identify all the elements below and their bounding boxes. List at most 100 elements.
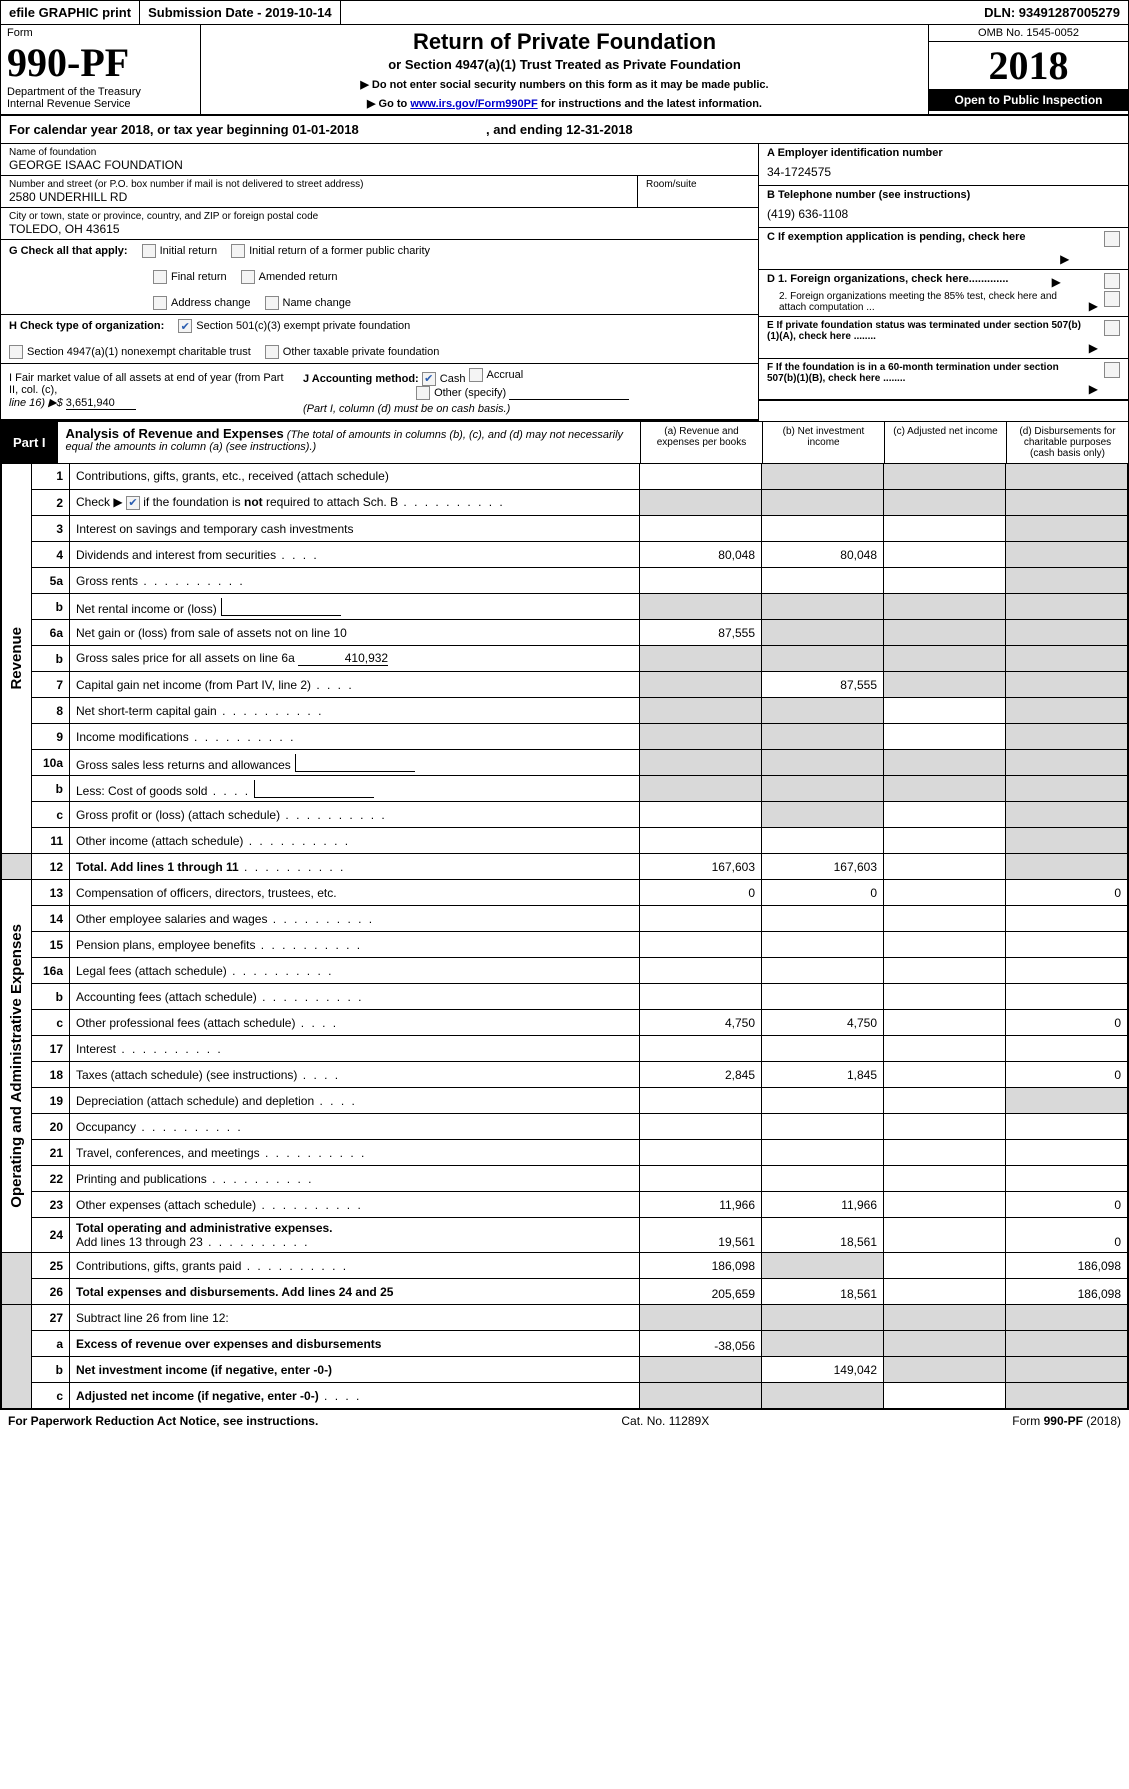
line-desc: Income modifications — [70, 724, 640, 750]
line-num: 6a — [32, 620, 70, 646]
line-num: 3 — [32, 516, 70, 542]
line-desc: Capital gain net income (from Part IV, l… — [70, 672, 640, 698]
r24-desc2: Add lines 13 through 23 — [76, 1235, 203, 1249]
initial-return-checkbox[interactable]: Initial return — [142, 244, 217, 258]
line-desc: Printing and publications — [70, 1166, 640, 1192]
ein-cell: A Employer identification number 34-1724… — [759, 144, 1128, 186]
table-row: 17 Interest — [2, 1036, 1128, 1062]
ein-value: 34-1724575 — [767, 165, 1120, 179]
f-label: F If the foundation is in a 60-month ter… — [767, 362, 1083, 384]
sch-b-checkbox[interactable]: ✔ — [126, 496, 140, 510]
accrual-label: Accrual — [487, 369, 524, 381]
cash-checkbox[interactable]: ✔Cash — [422, 372, 466, 386]
line-desc: Interest — [70, 1036, 640, 1062]
r22-desc: Printing and publications — [76, 1172, 207, 1186]
4947-trust-checkbox[interactable]: Section 4947(a)(1) nonexempt charitable … — [9, 345, 251, 359]
street-address: 2580 UNDERHILL RD — [9, 190, 629, 204]
d1-label: D 1. Foreign organizations, check here..… — [767, 273, 1008, 285]
table-row: 9 Income modifications — [2, 724, 1128, 750]
other-method-checkbox[interactable]: Other (specify) — [416, 386, 506, 400]
r27a-desc: Excess of revenue over expenses and disb… — [76, 1337, 381, 1351]
line-num: 9 — [32, 724, 70, 750]
f-checkbox[interactable] — [1104, 362, 1120, 378]
amt-b: 4,750 — [762, 1010, 884, 1036]
addr-change-label: Address change — [171, 297, 251, 309]
line-num: 16a — [32, 958, 70, 984]
form990pf-link[interactable]: www.irs.gov/Form990PF — [410, 98, 537, 110]
name-change-checkbox[interactable]: Name change — [265, 296, 352, 310]
r10a-desc: Gross sales less returns and allowances — [76, 758, 291, 772]
amt-d: 0 — [1006, 1192, 1128, 1218]
r19-desc: Depreciation (attach schedule) and deple… — [76, 1094, 314, 1108]
note2-pre: ▶ Go to — [367, 98, 410, 110]
table-row: 12 Total. Add lines 1 through 11 167,603… — [2, 854, 1128, 880]
table-row: 20 Occupancy — [2, 1114, 1128, 1140]
part1-title: Analysis of Revenue and Expenses — [66, 426, 284, 441]
room-cell: Room/suite — [638, 176, 758, 207]
line-num: a — [32, 1331, 70, 1357]
table-row: 10a Gross sales less returns and allowan… — [2, 750, 1128, 776]
form-note2: ▶ Go to www.irs.gov/Form990PF for instru… — [207, 97, 922, 110]
section-h: H Check type of organization: ✔Section 5… — [1, 315, 758, 364]
top-bar: efile GRAPHIC print Submission Date - 20… — [1, 1, 1128, 25]
phone-value: (419) 636-1108 — [767, 207, 1120, 221]
final-label: Final return — [171, 271, 227, 283]
section-i-j: I Fair market value of all assets at end… — [1, 364, 758, 421]
line-desc: Compensation of officers, directors, tru… — [70, 880, 640, 906]
c-label: C If exemption application is pending, c… — [767, 231, 1026, 243]
city-label: City or town, state or province, country… — [9, 211, 750, 222]
table-row: c Gross profit or (loss) (attach schedul… — [2, 802, 1128, 828]
calyear-pre: For calendar year 2018, or tax year begi… — [9, 122, 292, 137]
r17-desc: Interest — [76, 1042, 116, 1056]
r15-desc: Pension plans, employee benefits — [76, 938, 255, 952]
table-row: 6a Net gain or (loss) from sale of asset… — [2, 620, 1128, 646]
revenue-side-label: Revenue — [2, 464, 32, 854]
address-change-checkbox[interactable]: Address change — [153, 296, 251, 310]
j-label: J Accounting method: — [303, 373, 419, 385]
501c3-checkbox[interactable]: ✔Section 501(c)(3) exempt private founda… — [178, 319, 410, 333]
line-desc: Other professional fees (attach schedule… — [70, 1010, 640, 1036]
e-checkbox[interactable] — [1104, 320, 1120, 336]
amt-b: 18,561 — [762, 1218, 884, 1253]
i-label: I Fair market value of all assets at end… — [9, 372, 284, 396]
other-specify-line — [509, 399, 629, 400]
amt-d: 0 — [1006, 880, 1128, 906]
r18-desc: Taxes (attach schedule) (see instruction… — [76, 1068, 297, 1082]
trust-label: Section 4947(a)(1) nonexempt charitable … — [27, 346, 251, 358]
line-desc: Contributions, gifts, grants, etc., rece… — [70, 464, 640, 490]
line-desc: Gross sales less returns and allowances — [70, 750, 640, 776]
line-num: c — [32, 1010, 70, 1036]
r5a-desc: Gross rents — [76, 574, 138, 588]
line-desc: Occupancy — [70, 1114, 640, 1140]
table-row: Operating and Administrative Expenses 13… — [2, 880, 1128, 906]
r16b-desc: Accounting fees (attach schedule) — [76, 990, 257, 1004]
table-row: c Adjusted net income (if negative, ente… — [2, 1383, 1128, 1409]
header-center: Return of Private Foundation or Section … — [201, 25, 928, 114]
final-return-checkbox[interactable]: Final return — [153, 270, 227, 284]
line-desc: Gross sales price for all assets on line… — [70, 646, 640, 672]
amended-label: Amended return — [259, 271, 338, 283]
accrual-checkbox[interactable]: Accrual — [469, 368, 524, 382]
r7-desc: Capital gain net income (from Part IV, l… — [76, 678, 311, 692]
line-desc: Adjusted net income (if negative, enter … — [70, 1383, 640, 1409]
table-row: 11 Other income (attach schedule) — [2, 828, 1128, 854]
d2-checkbox[interactable] — [1104, 291, 1120, 307]
foundation-name-cell: Name of foundation GEORGE ISAAC FOUNDATI… — [1, 144, 758, 176]
header-left: Form 990-PF Department of the Treasury I… — [1, 25, 201, 114]
fmv-value: 3,651,940 — [66, 397, 136, 410]
other-taxable-checkbox[interactable]: Other taxable private foundation — [265, 345, 440, 359]
line-desc: Net gain or (loss) from sale of assets n… — [70, 620, 640, 646]
line-num: 13 — [32, 880, 70, 906]
calendar-year-row: For calendar year 2018, or tax year begi… — [1, 116, 1128, 144]
c-checkbox[interactable] — [1104, 231, 1120, 247]
cash-label: Cash — [440, 373, 466, 385]
r6b-pre: Gross sales price for all assets on line… — [76, 651, 298, 665]
line-num: 24 — [32, 1218, 70, 1253]
initial-former-checkbox[interactable]: Initial return of a former public charit… — [231, 244, 430, 258]
line-num: 15 — [32, 932, 70, 958]
part1-header: Part I Analysis of Revenue and Expenses … — [1, 422, 1128, 464]
amended-return-checkbox[interactable]: Amended return — [241, 270, 338, 284]
d1-checkbox[interactable] — [1104, 273, 1120, 289]
line-num: 7 — [32, 672, 70, 698]
line-desc: Total. Add lines 1 through 11 — [70, 854, 640, 880]
